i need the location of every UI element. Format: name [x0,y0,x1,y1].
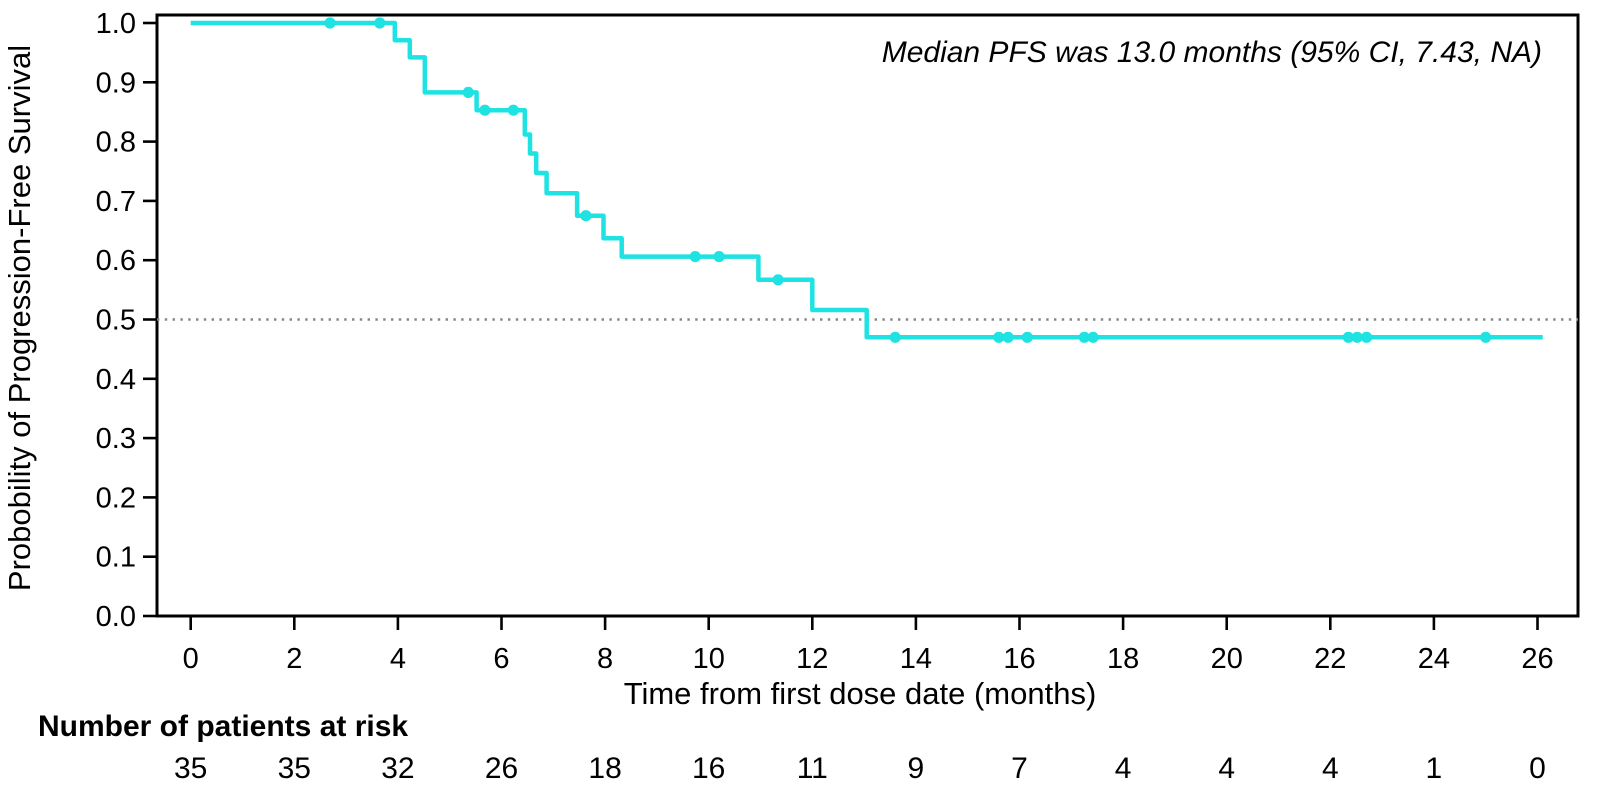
censor-marks [324,17,1492,343]
x-axis-title: Time from first dose date (months) [624,676,1097,711]
x-axis-ticks [189,616,1539,630]
x-tick-label: 0 [183,643,199,675]
risk-count: 7 [1011,752,1028,785]
risk-table-counts: 35 35 32 26 18 16 11 9 7 4 4 4 1 0 [174,752,1546,785]
y-tick-label: 0.6 [96,245,136,277]
x-axis-tick-labels: 0 2 4 6 8 10 12 14 16 18 20 22 24 26 [183,643,1554,675]
censor-mark [1342,331,1354,343]
km-step-curve [190,20,1543,340]
censor-mark [1361,331,1373,343]
x-tick-label: 22 [1314,643,1346,675]
plot-frame [155,13,1580,618]
censor-mark [689,251,701,263]
censor-mark [1087,331,1099,343]
risk-count: 4 [1322,752,1339,785]
y-tick-label: 0.9 [96,67,136,99]
risk-count: 4 [1218,752,1235,785]
y-tick-label: 0.2 [96,482,136,514]
x-tick-label: 24 [1418,643,1450,675]
risk-count: 0 [1529,752,1546,785]
x-tick-label: 20 [1211,643,1243,675]
y-tick-label: 0.7 [96,186,136,218]
censor-mark [507,104,519,116]
x-tick-label: 10 [693,643,725,675]
censor-mark [1351,331,1363,343]
censor-mark [324,17,336,29]
risk-count: 35 [174,752,207,785]
risk-count: 11 [797,752,828,785]
x-tick-label: 8 [597,643,613,675]
y-tick-label: 0.3 [96,423,136,455]
x-tick-label: 12 [796,643,828,675]
median-annotation: Median PFS was 13.0 months (95% CI, 7.43… [882,36,1542,69]
censor-mark [374,17,386,29]
x-tick-label: 4 [390,643,406,675]
y-tick-label: 0.8 [96,127,136,159]
x-tick-label: 6 [493,643,509,675]
risk-table-title: Number of patients at risk [38,710,408,743]
censor-mark [580,210,592,222]
y-tick-label: 0.4 [96,364,136,396]
censor-mark [1021,331,1033,343]
y-axis-title: Probobility of Progression-Free Survival [2,45,37,591]
y-axis-ticks [143,21,157,618]
risk-count: 1 [1426,752,1443,785]
censor-mark [993,331,1005,343]
censor-mark [462,86,474,98]
risk-count: 16 [692,752,725,785]
y-tick-label: 0.5 [96,305,136,337]
risk-count: 4 [1115,752,1132,785]
censor-mark [1078,331,1090,343]
x-tick-label: 16 [1003,643,1035,675]
x-tick-label: 14 [900,643,932,675]
x-tick-label: 26 [1521,643,1553,675]
censor-mark [479,104,491,116]
risk-count: 18 [588,752,621,785]
x-tick-label: 18 [1107,643,1139,675]
y-tick-label: 1.0 [96,8,136,40]
risk-count: 9 [908,752,925,785]
x-tick-label: 2 [286,643,302,675]
risk-count: 32 [381,752,414,785]
risk-count: 26 [485,752,518,785]
censor-mark [889,331,901,343]
censor-mark [1480,331,1492,343]
censor-mark [1002,331,1014,343]
y-tick-label: 0.0 [96,601,136,633]
censor-mark [713,251,725,263]
risk-count: 35 [278,752,311,785]
y-axis-tick-labels: 1.0 0.9 0.8 0.7 0.6 0.5 0.4 0.3 0.2 0.1 0.0 [96,8,136,633]
censor-mark [772,274,784,286]
y-tick-label: 0.1 [96,542,136,574]
